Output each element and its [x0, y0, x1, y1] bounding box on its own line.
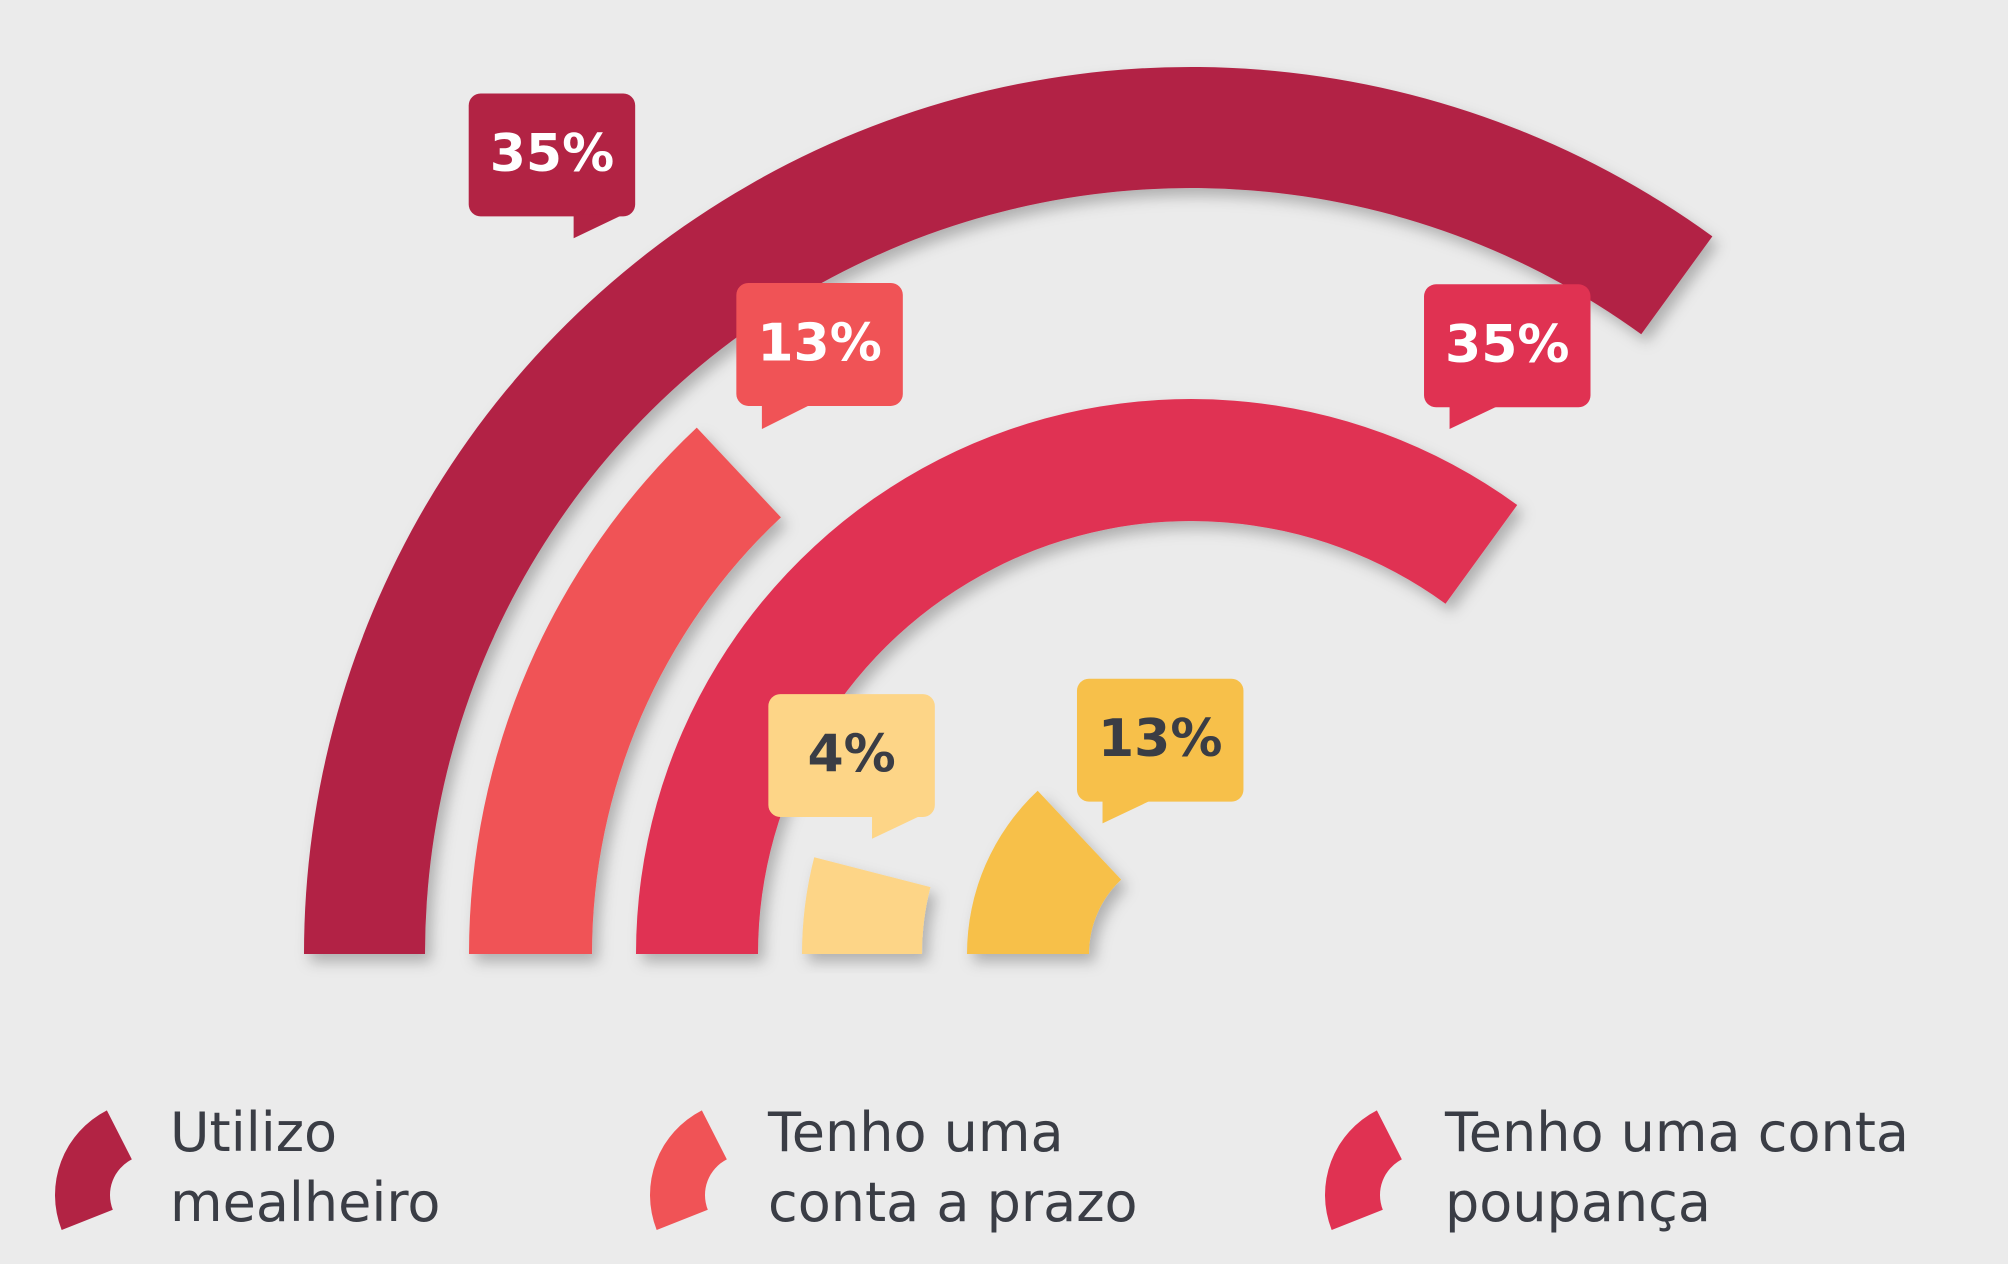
arc-bar — [469, 427, 781, 954]
legend-icon — [55, 1110, 132, 1230]
legend-label: Tenho uma conta poupança — [1445, 1101, 1909, 1234]
arc-bar — [802, 857, 931, 954]
legend-label: Tenho uma conta a prazo — [768, 1101, 1138, 1234]
legend-label: Utilizo mealheiro — [170, 1101, 441, 1234]
callout: 4% — [768, 694, 935, 839]
arc-bar — [967, 790, 1122, 954]
callout-tail — [761, 403, 812, 430]
callout-box — [736, 283, 903, 406]
callout-box — [768, 694, 935, 818]
callout-tail — [573, 214, 624, 239]
callout-tail — [1102, 799, 1153, 824]
value-label: 35% — [490, 124, 614, 184]
callout-box — [1076, 678, 1244, 802]
callout-tail — [872, 815, 923, 839]
callout: 35% — [1424, 284, 1591, 430]
callout: 13% — [1076, 678, 1244, 824]
value-label: 35% — [1445, 315, 1569, 375]
callout-box — [1424, 284, 1591, 408]
value-label: 13% — [1098, 709, 1222, 769]
callout-box — [468, 93, 636, 217]
arc-bar — [304, 67, 1713, 955]
callout: 13% — [736, 283, 903, 430]
value-label: 4% — [807, 725, 895, 785]
callout: 35% — [468, 93, 636, 239]
callout-tail — [1449, 405, 1500, 430]
value-label: 13% — [757, 313, 881, 373]
legend-icon — [1325, 1110, 1402, 1230]
arc-bar — [636, 399, 1518, 955]
legend-icon — [650, 1110, 727, 1230]
